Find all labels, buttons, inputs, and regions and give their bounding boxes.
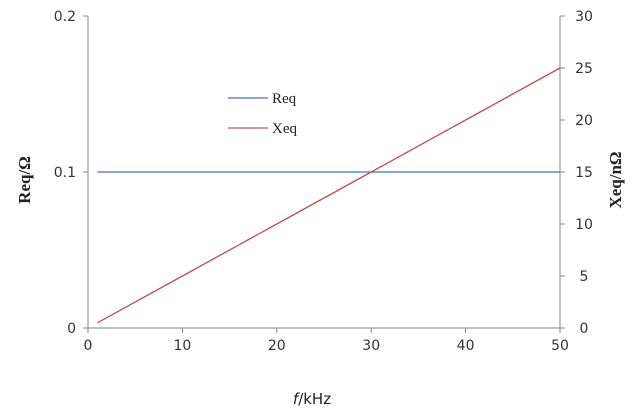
y-right-tick-label: 0 — [580, 321, 589, 337]
x-tick-label: 40 — [457, 338, 475, 354]
x-tick-label: 20 — [268, 338, 286, 354]
x-axis-title-italic: f — [293, 390, 301, 408]
series — [97, 67, 561, 324]
y-right-tick-label: 5 — [580, 269, 589, 285]
y-right-axis-title: Xeq/nΩ — [606, 151, 625, 208]
x-tick-label: 50 — [551, 338, 569, 354]
y-left-axis-title: Req/Ω — [15, 156, 34, 204]
y-right-tick-label: 10 — [575, 217, 593, 233]
ticks: 0 10 20 30 40 50 0 0.1 0.2 0 5 10 15 20 25 30 — [54, 9, 593, 354]
y-left-tick-label: 0.1 — [54, 165, 76, 181]
y-left-tick-label: 0.2 — [54, 9, 76, 25]
x-tick-label: 10 — [173, 338, 191, 354]
y-right-tick-label: 20 — [575, 113, 593, 129]
legend-label-req: Req — [272, 91, 297, 107]
y-right-tick-label: 15 — [575, 165, 593, 181]
series-line-xeq — [97, 67, 561, 324]
x-tick-label: 30 — [362, 338, 380, 354]
y-left-tick-label: 0 — [67, 321, 76, 337]
y-right-tick-label: 30 — [575, 9, 593, 25]
x-axis-title-unit: /kHz — [298, 390, 331, 408]
legend-label-xeq: Xeq — [272, 121, 297, 137]
x-tick-label: 0 — [84, 338, 93, 354]
y-right-tick-label: 25 — [575, 61, 593, 77]
legend: Req Xeq — [228, 91, 297, 137]
x-axis-title: f/kHz — [293, 390, 331, 408]
